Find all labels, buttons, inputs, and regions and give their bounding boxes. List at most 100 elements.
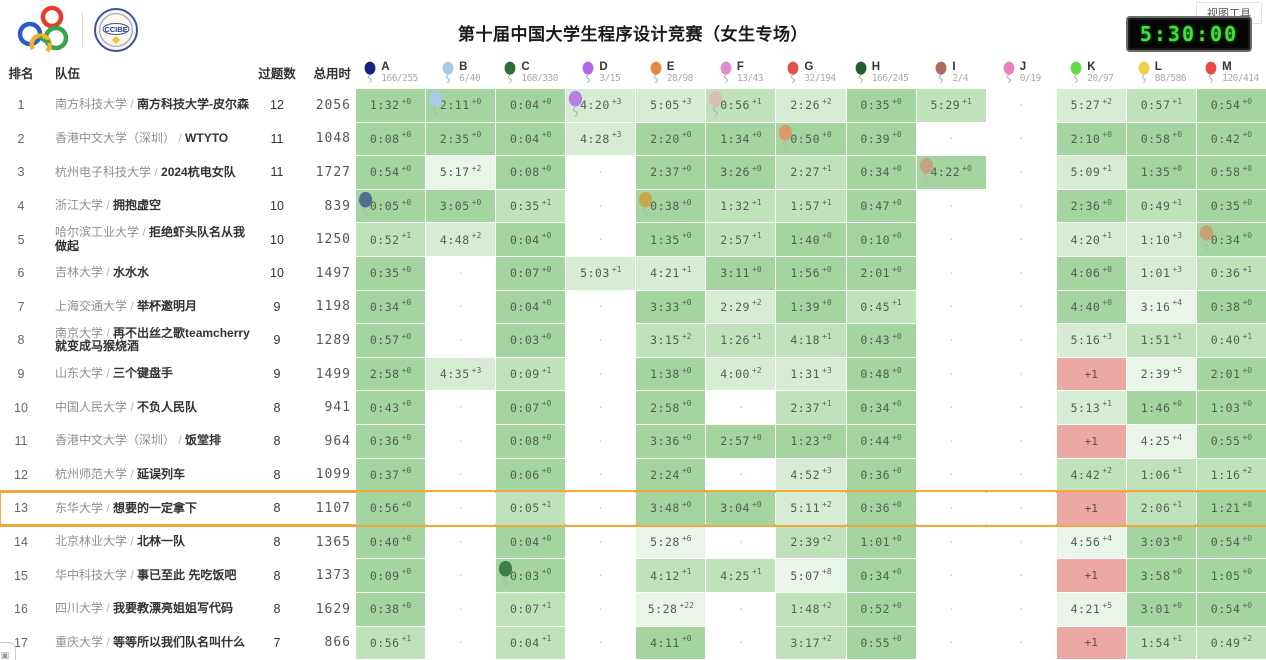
table-row[interactable]: 14 北京林业大学 / 北林一队 8 1365 0:40 +0 · 0:04 +0 · 5:… xyxy=(0,525,1266,559)
cell-empty: · xyxy=(916,391,986,424)
cell-solved: 0:38 +0 xyxy=(1196,290,1266,324)
cell-empty: · xyxy=(706,592,776,626)
cell-empty: · xyxy=(706,391,776,424)
cell-solved: 0:04 +0 xyxy=(496,525,566,559)
cell-solved: 5:28 +22 xyxy=(636,592,706,626)
floating-widget[interactable]: ▣ xyxy=(0,642,16,660)
rank-value: 4 xyxy=(17,199,25,214)
team-separator: / xyxy=(127,400,138,414)
cell-solved: 5:29 +1 xyxy=(916,89,986,122)
cell-solved: 2:37 +0 xyxy=(636,156,706,189)
cell-empty: · xyxy=(916,458,986,492)
cell-empty: · xyxy=(986,424,1056,458)
team-name: 水水水 xyxy=(113,266,150,280)
table-row[interactable]: 6 吉林大学 / 水水水 10 1497 0:35 +0 · 0:07 +0 5:03 +1… xyxy=(0,256,1266,290)
table-row[interactable]: 12 杭州师范大学 / 延误列车 8 1099 0:37 +0 · 0:06 +0 · 2:… xyxy=(0,458,1266,492)
cell-solved: 1:39 +0 xyxy=(776,290,846,324)
table-row[interactable]: 7 上海交通大学 / 举杯邀明月 9 1198 0:34 +0 · 0:04 +0 · 3:… xyxy=(0,290,1266,324)
cell-empty: · xyxy=(566,424,636,458)
problem-column-header: F 13/43 xyxy=(706,61,775,84)
cell-solved: 0:10 +0 xyxy=(846,223,916,256)
table-row[interactable]: 8 南京大学 / 再不出丝之歌teamcherry就变成马猴烧酒 9 1289 … xyxy=(0,324,1266,357)
problem-solved-stat: 0/19 xyxy=(1019,72,1041,84)
rank-value: 5 xyxy=(17,232,25,247)
table-row[interactable]: 5 哈尔滨工业大学 / 拒绝虾头队名从我做起 10 1250 0:52 +1 4:4… xyxy=(0,223,1266,256)
cell-solved: 5:27 +2 xyxy=(1056,89,1126,122)
cell-solved: 4:40 +0 xyxy=(1056,290,1126,324)
first-solve-balloon-icon xyxy=(569,90,583,117)
problem-solved-stat: 20/97 xyxy=(1087,72,1114,84)
problem-letter: G xyxy=(804,60,814,73)
rank-value: 17 xyxy=(14,635,28,650)
school-name: 香港中文大学（深圳） xyxy=(55,434,176,448)
rank-value: 11 xyxy=(14,434,28,449)
table-row[interactable]: 1 南方科技大学 / 南方科技大学-皮尔森 12 2056 1:32 +0 2:11… xyxy=(0,89,1266,122)
team-separator: / xyxy=(151,165,162,179)
cell-empty: · xyxy=(566,592,636,626)
total-time: 1629 xyxy=(315,601,351,617)
cell-empty: · xyxy=(566,223,636,256)
team-cell: 东华大学 / 想要的一定拿下 xyxy=(43,502,253,516)
first-solve-balloon-icon xyxy=(779,124,793,151)
cell-empty: · xyxy=(916,256,986,290)
cell-solved: 1:54 +1 xyxy=(1126,626,1196,660)
table-row[interactable]: 16 四川大学 / 我要教漂亮姐姐写代码 8 1629 0:38 +0 · 0:07 +… xyxy=(0,592,1266,626)
timer-value: 5:30:00 xyxy=(1139,22,1239,46)
problem-column-header: A 166/255 xyxy=(356,61,425,84)
cell-empty: · xyxy=(916,189,986,223)
cell-solved: 3:05 +0 xyxy=(426,189,496,223)
cell-solved: 4:20 +1 xyxy=(1056,223,1126,256)
rank-value: 15 xyxy=(14,568,28,583)
cell-solved: 2:57 +0 xyxy=(706,424,776,458)
problem-column-header: K 20/97 xyxy=(1057,61,1126,84)
table-row[interactable]: 10 中国人民大学 / 不负人民队 8 941 0:43 +0 · 0:07 +0 · 2:… xyxy=(0,391,1266,424)
cell-empty: · xyxy=(426,559,496,592)
cell-empty: · xyxy=(566,189,636,223)
rank-value: 1 xyxy=(17,98,25,113)
cell-empty: · xyxy=(566,357,636,391)
table-row[interactable]: 17 重庆大学 / 等等所以我们队名叫什么 7 866 0:56 +1 · 0:04 +… xyxy=(0,626,1266,660)
team-cell: 上海交通大学 / 举杯邀明月 xyxy=(43,300,253,314)
cell-solved: 2:37 +1 xyxy=(776,391,846,424)
cell-solved: 1:06 +1 xyxy=(1126,458,1196,492)
cell-empty: · xyxy=(916,290,986,324)
table-row[interactable]: 2 香港中文大学（深圳） / WTYTO 11 1048 0:08 +0 2:35 +… xyxy=(0,122,1266,156)
table-row[interactable]: 11 香港中文大学（深圳） / 饭堂排 8 964 0:36 +0 · 0:08 +0 ·… xyxy=(0,424,1266,458)
cell-empty: · xyxy=(706,626,776,660)
cell-solved: 2:26 +2 xyxy=(776,89,846,122)
first-solve-balloon-icon xyxy=(499,561,513,588)
table-row[interactable]: 3 杭州电子科技大学 / 2024杭电女队 11 1727 0:54 +0 5:17… xyxy=(0,156,1266,189)
table-header-row: 排名 队伍 过题数 总用时 A 166/255 B 6/40 C 16 xyxy=(0,57,1266,88)
total-time: 964 xyxy=(324,433,351,449)
cell-solved: 3:26 +0 xyxy=(706,156,776,189)
problem-letter: C xyxy=(521,60,530,73)
problem-solved-stat: 168/330 xyxy=(521,72,558,84)
team-cell: 杭州电子科技大学 / 2024杭电女队 xyxy=(43,166,253,180)
cell-solved: 0:57 +0 xyxy=(356,324,426,357)
cell-empty: · xyxy=(426,626,496,660)
table-row[interactable]: 15 华中科技大学 / 事已至此 先吃饭吧 8 1373 0:09 +0 · 0:03… xyxy=(0,559,1266,592)
team-name: 举杯邀明月 xyxy=(137,299,198,313)
team-cell: 杭州师范大学 / 延误列车 xyxy=(43,468,253,482)
first-solve-balloon-icon xyxy=(428,90,443,117)
solved-count: 10 xyxy=(270,266,284,281)
cell-failed: +1 xyxy=(1056,424,1126,458)
balloon-icon xyxy=(1070,61,1082,84)
team-cell: 吉林大学 / 水水水 xyxy=(43,266,253,280)
problem-column-header: D 3/15 xyxy=(566,61,635,84)
cell-solved: 4:25 +4 xyxy=(1126,424,1196,458)
cell-solved: 0:56 +1 xyxy=(356,626,426,660)
team-cell: 中国人民大学 / 不负人民队 xyxy=(43,401,253,415)
cell-solved: 4:42 +2 xyxy=(1056,458,1126,492)
balloon-icon xyxy=(1205,61,1217,84)
rank-value: 7 xyxy=(17,299,25,314)
table-row[interactable]: 4 浙江大学 / 拥抱虚空 10 839 0:05 +0 3:05 +0 0:35 +1 ·… xyxy=(0,189,1266,223)
cell-solved: 4:11 +0 xyxy=(636,626,706,660)
table-row[interactable]: 13 东华大学 / 想要的一定拿下 8 1107 0:56 +0 · 0:05 +1 · 3… xyxy=(0,490,1266,527)
cell-empty: · xyxy=(566,391,636,424)
cell-solved: 3:04 +0 xyxy=(706,492,776,525)
cell-empty: · xyxy=(916,525,986,559)
table-row[interactable]: 9 山东大学 / 三个键盘手 9 1499 2:58 +0 4:35 +3 0:09 +1… xyxy=(0,357,1266,391)
cell-empty: · xyxy=(916,492,986,525)
cell-solved: 0:08 +0 xyxy=(496,156,566,189)
